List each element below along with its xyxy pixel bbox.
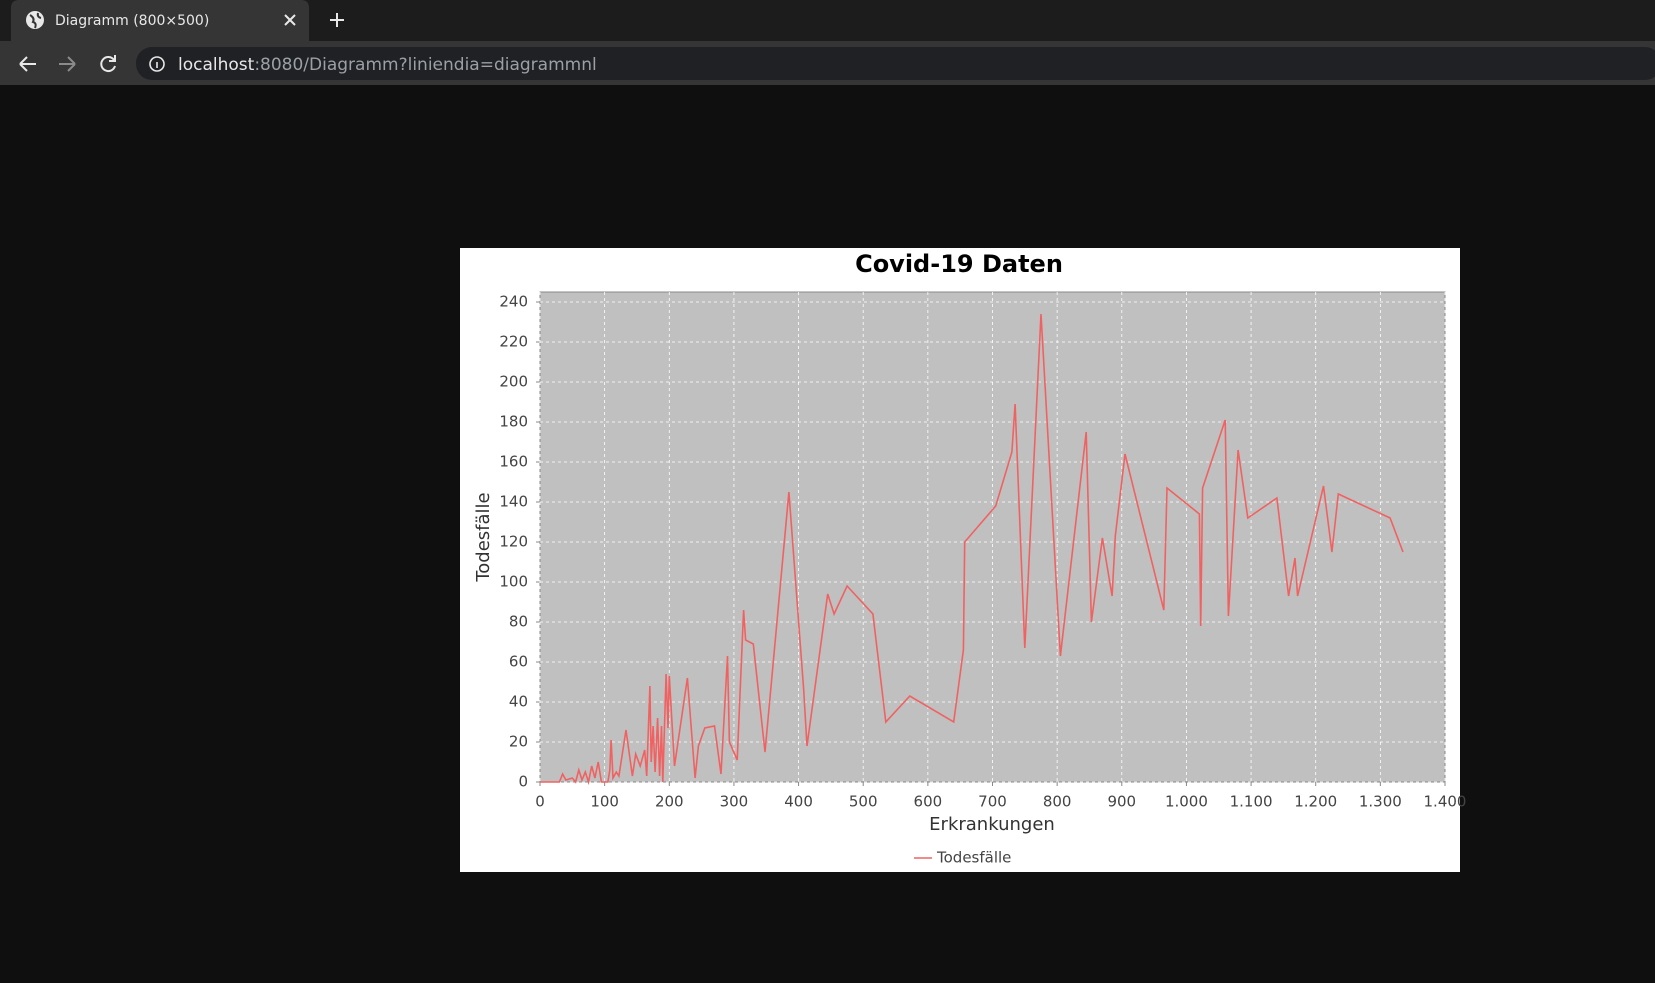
y-tick-label: 40: [509, 693, 528, 711]
y-tick-label: 20: [509, 733, 528, 751]
forward-button[interactable]: [59, 56, 76, 72]
y-tick-label: 100: [499, 573, 528, 591]
y-tick-label: 220: [499, 333, 528, 351]
reload-button[interactable]: [100, 55, 116, 73]
legend-label: Todesfälle: [936, 849, 1011, 867]
url-host: localhost: [178, 55, 255, 75]
y-tick-label: 180: [499, 413, 528, 431]
y-axis-label: Todesfälle: [473, 492, 494, 582]
x-tick-label: 700: [978, 793, 1007, 811]
x-axis-label: Erkrankungen: [929, 814, 1055, 835]
back-button[interactable]: [19, 56, 36, 72]
url-path: :8080/Diagramm?liniendia=diagrammnl: [254, 55, 596, 75]
x-tick-label: 1.100: [1230, 793, 1273, 811]
chart-title: Covid-19 Daten: [855, 250, 1063, 278]
x-tick-label: 400: [784, 793, 813, 811]
tab-title: Diagramm (800×500): [55, 13, 209, 29]
x-tick-label: 100: [590, 793, 619, 811]
x-tick-label: 1.200: [1294, 793, 1337, 811]
y-tick-label: 160: [499, 453, 528, 471]
y-tick-label: 200: [499, 373, 528, 391]
x-tick-label: 200: [655, 793, 684, 811]
favicon-detail: [29, 12, 42, 29]
tab-close[interactable]: [284, 14, 296, 26]
x-tick-label: 600: [914, 793, 943, 811]
y-tick-label: 140: [499, 493, 528, 511]
tab[interactable]: [11, 0, 309, 41]
x-tick-label: 300: [720, 793, 749, 811]
y-tick-label: 0: [518, 773, 528, 791]
x-tick-label: 500: [849, 793, 878, 811]
x-tick-label: 1.300: [1359, 793, 1402, 811]
site-info-icon[interactable]: [149, 56, 165, 72]
url: localhost:8080/Diagramm?liniendia=diagra…: [178, 55, 597, 75]
new-tab[interactable]: [330, 13, 344, 27]
x-tick-label: 0: [535, 793, 545, 811]
y-tick-label: 60: [509, 653, 528, 671]
x-tick-label: 900: [1107, 793, 1136, 811]
y-tick-label: 240: [499, 293, 528, 311]
address-bar[interactable]: [136, 47, 1655, 80]
y-tick-label: 80: [509, 613, 528, 631]
data-line: [540, 313, 1404, 786]
x-tick-label: 1.400: [1424, 793, 1467, 811]
x-tick-label: 1.000: [1165, 793, 1208, 811]
y-tick-label: 120: [499, 533, 528, 551]
x-tick-label: 800: [1043, 793, 1072, 811]
